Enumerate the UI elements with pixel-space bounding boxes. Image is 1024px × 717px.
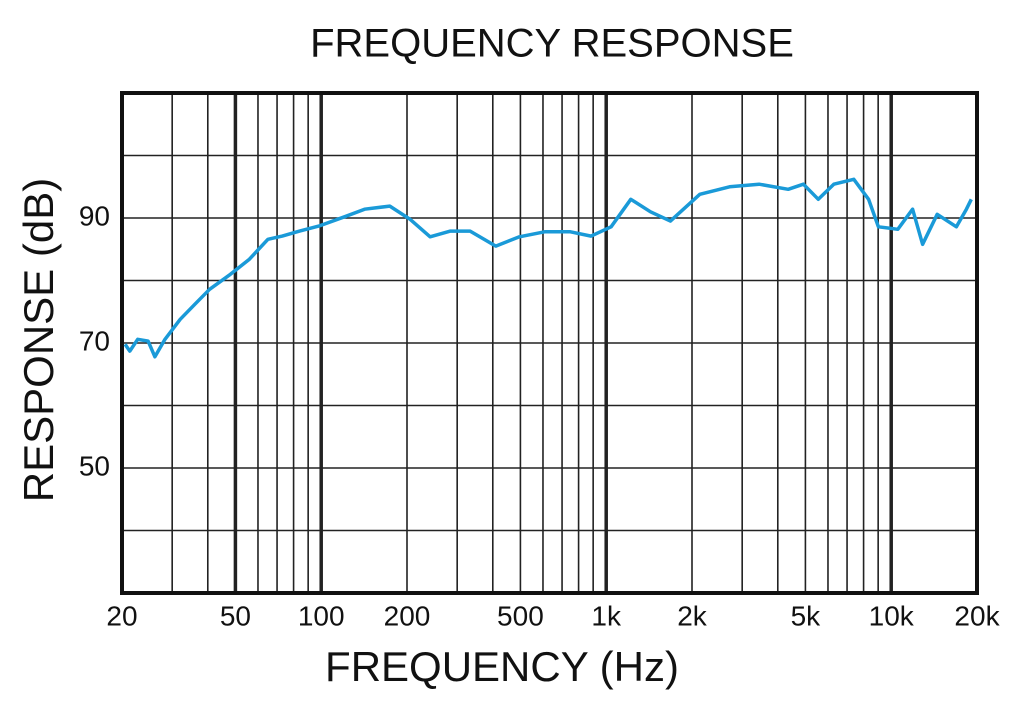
response-line bbox=[123, 177, 973, 359]
x-tick-label: 5k bbox=[791, 600, 822, 631]
x-tick-label: 10k bbox=[869, 600, 915, 631]
x-tick-label: 50 bbox=[220, 600, 251, 631]
x-tick-label: 200 bbox=[384, 600, 431, 631]
y-tick-label: 70 bbox=[79, 325, 110, 356]
y-tick-label: 90 bbox=[79, 200, 110, 231]
x-tick-label: 100 bbox=[298, 600, 345, 631]
x-tick-label: 20 bbox=[106, 600, 137, 631]
y-axis-label: RESPONSE (dB) bbox=[15, 178, 62, 502]
x-tick-label: 1k bbox=[591, 600, 622, 631]
x-tick-label: 20k bbox=[954, 600, 1000, 631]
x-tick-label: 2k bbox=[677, 600, 708, 631]
x-tick-label: 500 bbox=[497, 600, 544, 631]
chart-title: FREQUENCY RESPONSE bbox=[310, 22, 794, 66]
x-axis-label: FREQUENCY (Hz) bbox=[325, 643, 679, 690]
plot-frame bbox=[120, 91, 979, 595]
y-tick-label: 50 bbox=[79, 450, 110, 481]
